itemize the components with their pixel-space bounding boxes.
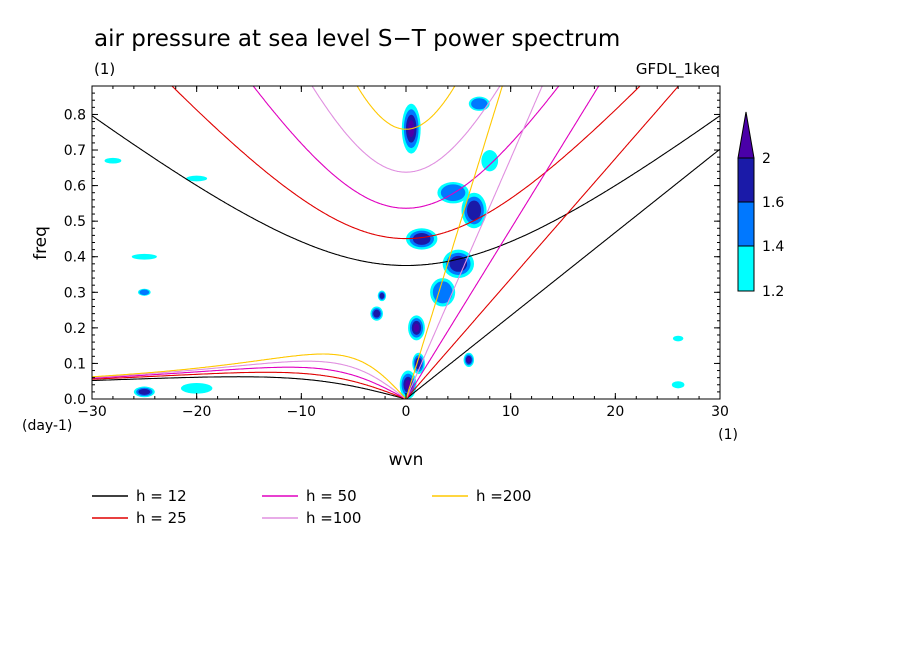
inertia-gravity-curve-h25 — [171, 86, 641, 240]
colorbar-swatch-1 — [737, 245, 755, 292]
x-axis-unit: (1) — [718, 427, 738, 443]
contour-blob-15-level-2 — [139, 289, 150, 296]
colorbar-swatch-3 — [737, 157, 755, 203]
contour-blob-20-level-1 — [672, 335, 684, 342]
kelvin-curve-h50 — [405, 86, 600, 399]
y-tick-label-0.7: 0.7 — [64, 143, 86, 159]
rossby-curve-h50 — [92, 366, 407, 399]
contour-blob-3-level-3 — [373, 309, 381, 318]
colorbar-label-1: 1.4 — [762, 239, 784, 255]
y-tick-label-0.2: 0.2 — [64, 321, 86, 337]
rossby-curve-h200 — [92, 353, 407, 399]
subtitle-left: (1) — [94, 60, 115, 78]
contour-blob-18-level-1 — [104, 157, 122, 164]
legend-label-h50: h = 50 — [306, 487, 357, 505]
x-tick-label-20: 20 — [606, 404, 624, 420]
kelvin-curve-h25 — [405, 86, 680, 399]
colorbar-label-0: 1.2 — [762, 284, 784, 300]
contour-blob-17-level-1 — [180, 382, 213, 394]
contour-blob-2-level-4 — [413, 323, 420, 333]
legend-label-h25: h = 25 — [136, 509, 187, 527]
inertia-gravity-curve-h100 — [311, 86, 501, 173]
contour-blob-13-level-1 — [481, 150, 499, 172]
x-tick-label-10: 10 — [502, 404, 520, 420]
rossby-curve-h100 — [92, 360, 407, 399]
contour-blob-16-level-1 — [131, 253, 157, 260]
contour-blob-21-level-1 — [671, 381, 685, 389]
x-tick-label-30: 30 — [711, 404, 729, 420]
y-tick-label-0.0: 0.0 — [64, 392, 86, 408]
contour-blob-7-level-4 — [467, 357, 471, 363]
y-axis-label: freq — [31, 226, 51, 260]
colorbar-label-2: 1.6 — [762, 195, 784, 211]
y-tick-label-0.8: 0.8 — [64, 107, 86, 123]
kelvin-curve-h200 — [405, 86, 503, 399]
contour-blob-9-level-3 — [466, 200, 482, 221]
contour-blob-14-level-3 — [138, 388, 151, 395]
x-tick-label--10: −10 — [287, 404, 317, 420]
colorbar: 1.2 1.4 1.6 2 — [737, 111, 784, 300]
axis-ticks: −30 −20 −10 0 10 20 30 0.0 0.1 0.2 0.3 0.4 0.5 0.6 0.7… — [64, 86, 729, 420]
legend: h = 12 h = 25 h = 50 h =100 h =200 — [92, 487, 531, 527]
y-tick-label-0.1: 0.1 — [64, 356, 86, 372]
y-tick-label-0.4: 0.4 — [64, 250, 86, 266]
rossby-curve-h12 — [92, 376, 407, 399]
x-tick-label--20: −20 — [182, 404, 212, 420]
y-axis-unit: (day-1) — [22, 418, 72, 434]
colorbar-label-3: 2 — [762, 151, 771, 167]
y-tick-label-0.3: 0.3 — [64, 285, 86, 301]
kelvin-curve-h12 — [405, 148, 720, 399]
y-tick-label-0.5: 0.5 — [64, 214, 86, 230]
x-axis-label: wvn — [389, 450, 424, 470]
contour-blob-19-level-1 — [186, 175, 208, 182]
dispersion-curves — [92, 86, 720, 399]
y-tick-label-0.6: 0.6 — [64, 179, 86, 195]
legend-label-h200: h =200 — [476, 487, 531, 505]
chart-title: air pressure at sea level S−T power spec… — [94, 26, 620, 52]
rossby-curve-h25 — [92, 371, 407, 399]
contour-blob-10-level-2 — [471, 98, 488, 110]
x-tick-label--30: −30 — [77, 404, 107, 420]
colorbar-swatch-2 — [737, 201, 755, 247]
kelvin-curve-h100 — [405, 86, 543, 399]
legend-label-h12: h = 12 — [136, 487, 187, 505]
inertia-gravity-curve-h12 — [92, 115, 720, 267]
subtitle-right: GFDL_1keq — [636, 60, 720, 79]
colorbar-arrow — [737, 111, 755, 159]
spectrum-contours — [104, 96, 685, 399]
inertia-gravity-curve-h200 — [356, 86, 456, 130]
inertia-gravity-curve-h50 — [252, 86, 560, 209]
x-tick-label-0: 0 — [402, 404, 411, 420]
contour-blob-12-level-2 — [432, 281, 453, 304]
contour-blob-1-level-3 — [412, 232, 431, 245]
contour-blob-4-level-3 — [379, 292, 385, 299]
legend-label-h100: h =100 — [306, 509, 361, 527]
